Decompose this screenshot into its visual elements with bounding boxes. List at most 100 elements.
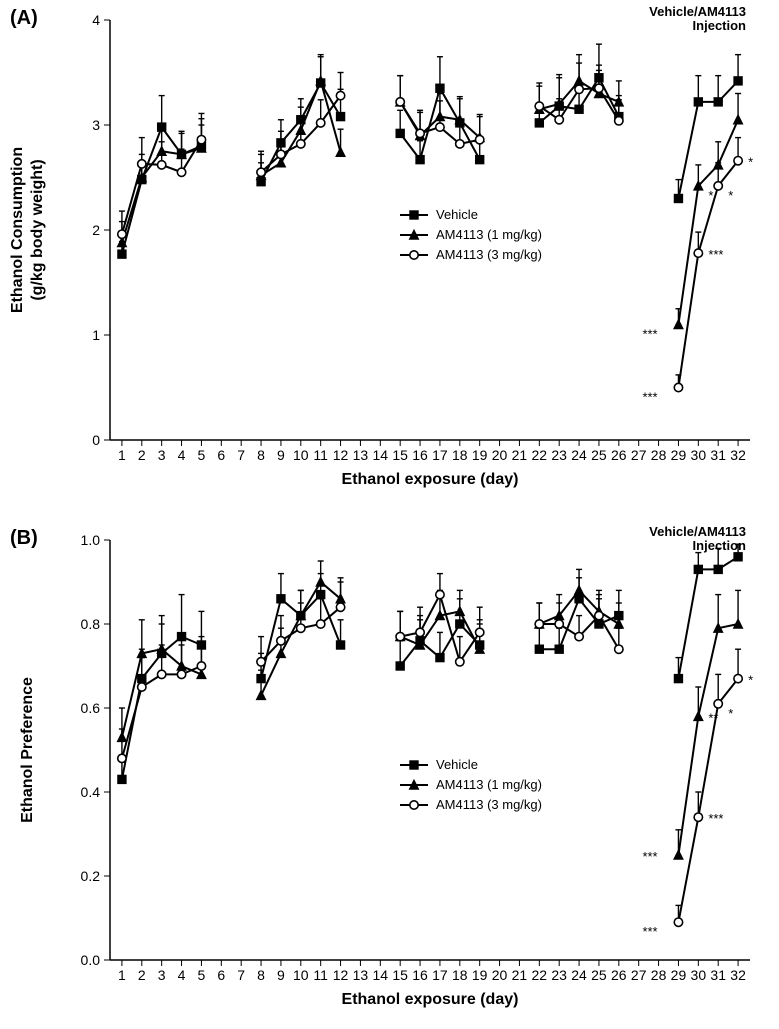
x-tick-label: 12 xyxy=(333,447,349,463)
x-tick-label: 19 xyxy=(472,967,488,983)
panel-a: (A)1234567891011121314151617181920212223… xyxy=(0,0,779,500)
x-tick-label: 7 xyxy=(237,967,245,983)
x-tick-label: 27 xyxy=(631,447,647,463)
injection-annotation: Vehicle/AM4113 xyxy=(649,4,746,19)
x-tick-label: 21 xyxy=(512,967,528,983)
x-tick-label: 11 xyxy=(313,967,328,983)
x-tick-label: 6 xyxy=(217,447,225,463)
x-tick-label: 27 xyxy=(631,967,647,983)
x-tick-label: 9 xyxy=(277,967,285,983)
x-tick-label: 29 xyxy=(671,447,687,463)
x-tick-label: 22 xyxy=(532,447,548,463)
x-tick-label: 4 xyxy=(178,967,186,983)
x-tick-label: 25 xyxy=(591,447,607,463)
x-tick-label: 1 xyxy=(118,967,126,983)
legend-label: Vehicle xyxy=(436,757,478,772)
significance-marker: *** xyxy=(642,924,657,939)
x-tick-label: 4 xyxy=(178,447,186,463)
x-tick-label: 26 xyxy=(611,447,627,463)
significance-marker: *** xyxy=(642,849,657,864)
significance-marker: * xyxy=(748,155,753,170)
x-tick-label: 13 xyxy=(353,447,369,463)
panel-label: (B) xyxy=(10,527,38,549)
svg-text:Ethanol Preference: Ethanol Preference xyxy=(19,677,36,823)
svg-text:(g/kg body weight): (g/kg body weight) xyxy=(29,159,46,300)
x-tick-label: 5 xyxy=(198,967,206,983)
x-tick-label: 8 xyxy=(257,447,265,463)
x-tick-label: 28 xyxy=(651,967,667,983)
x-tick-label: 6 xyxy=(217,967,225,983)
y-tick-label: 4 xyxy=(92,12,100,28)
x-tick-label: 28 xyxy=(651,447,667,463)
legend-label: AM4113 (3 mg/kg) xyxy=(436,247,542,262)
y-tick-label: 0.8 xyxy=(81,616,101,632)
x-tick-label: 30 xyxy=(691,967,707,983)
significance-marker: *** xyxy=(642,390,657,405)
significance-marker: ** xyxy=(708,710,718,725)
x-tick-label: 31 xyxy=(710,967,726,983)
x-tick-label: 2 xyxy=(138,967,146,983)
x-tick-label: 23 xyxy=(551,447,567,463)
x-tick-label: 14 xyxy=(373,447,389,463)
y-tick-label: 0.2 xyxy=(81,868,101,884)
x-tick-label: 14 xyxy=(373,967,389,983)
x-tick-label: 13 xyxy=(353,967,369,983)
x-tick-label: 31 xyxy=(710,447,726,463)
legend-label: AM4113 (1 mg/kg) xyxy=(436,777,542,792)
significance-marker: *** xyxy=(708,811,723,826)
panel-label: (A) xyxy=(10,7,38,29)
x-tick-label: 29 xyxy=(671,967,687,983)
x-axis-title: Ethanol exposure (day) xyxy=(342,471,519,488)
y-tick-label: 0.6 xyxy=(81,700,101,716)
x-tick-label: 10 xyxy=(293,447,309,463)
x-tick-label: 3 xyxy=(158,967,166,983)
y-axis-title: Ethanol Consumption(g/kg body weight) xyxy=(9,147,46,313)
x-tick-label: 5 xyxy=(198,447,206,463)
x-tick-label: 7 xyxy=(237,447,245,463)
x-tick-label: 21 xyxy=(512,447,528,463)
x-tick-label: 26 xyxy=(611,967,627,983)
y-tick-label: 1.0 xyxy=(81,532,101,548)
x-tick-label: 12 xyxy=(333,967,349,983)
x-tick-label: 3 xyxy=(158,447,166,463)
y-tick-label: 1 xyxy=(92,327,100,343)
y-axis-title: Ethanol Preference xyxy=(19,677,36,823)
x-tick-label: 20 xyxy=(492,447,508,463)
legend-label: Vehicle xyxy=(436,207,478,222)
injection-annotation: Injection xyxy=(693,538,747,553)
injection-annotation: Injection xyxy=(693,18,747,33)
significance-marker: * xyxy=(708,188,713,203)
x-tick-label: 16 xyxy=(412,967,428,983)
x-tick-label: 8 xyxy=(257,967,265,983)
x-tick-label: 9 xyxy=(277,447,285,463)
legend-label: AM4113 (1 mg/kg) xyxy=(436,227,542,242)
y-tick-label: 2 xyxy=(92,222,100,238)
significance-marker: * xyxy=(728,706,733,721)
x-tick-label: 15 xyxy=(392,447,408,463)
significance-marker: *** xyxy=(708,247,723,262)
x-tick-label: 10 xyxy=(293,967,309,983)
y-tick-label: 0 xyxy=(92,432,100,448)
legend-label: AM4113 (3 mg/kg) xyxy=(436,797,542,812)
significance-marker: * xyxy=(748,673,753,688)
panel-b: (B)1234567891011121314151617181920212223… xyxy=(0,520,779,1020)
x-tick-label: 16 xyxy=(412,447,428,463)
x-tick-label: 19 xyxy=(472,447,488,463)
x-tick-label: 25 xyxy=(591,967,607,983)
x-tick-label: 24 xyxy=(571,967,587,983)
figure: (A)1234567891011121314151617181920212223… xyxy=(0,0,779,1029)
injection-annotation: Vehicle/AM4113 xyxy=(649,524,746,539)
x-tick-label: 30 xyxy=(691,447,707,463)
x-tick-label: 15 xyxy=(392,967,408,983)
x-tick-label: 24 xyxy=(571,447,587,463)
x-tick-label: 32 xyxy=(730,447,746,463)
x-tick-label: 32 xyxy=(730,967,746,983)
x-axis-title: Ethanol exposure (day) xyxy=(342,991,519,1008)
x-tick-label: 17 xyxy=(432,967,448,983)
x-tick-label: 22 xyxy=(532,967,548,983)
svg-text:Ethanol Consumption: Ethanol Consumption xyxy=(9,147,26,313)
y-tick-label: 3 xyxy=(92,117,100,133)
x-tick-label: 18 xyxy=(452,447,468,463)
x-tick-label: 11 xyxy=(313,447,328,463)
significance-marker: * xyxy=(728,188,733,203)
